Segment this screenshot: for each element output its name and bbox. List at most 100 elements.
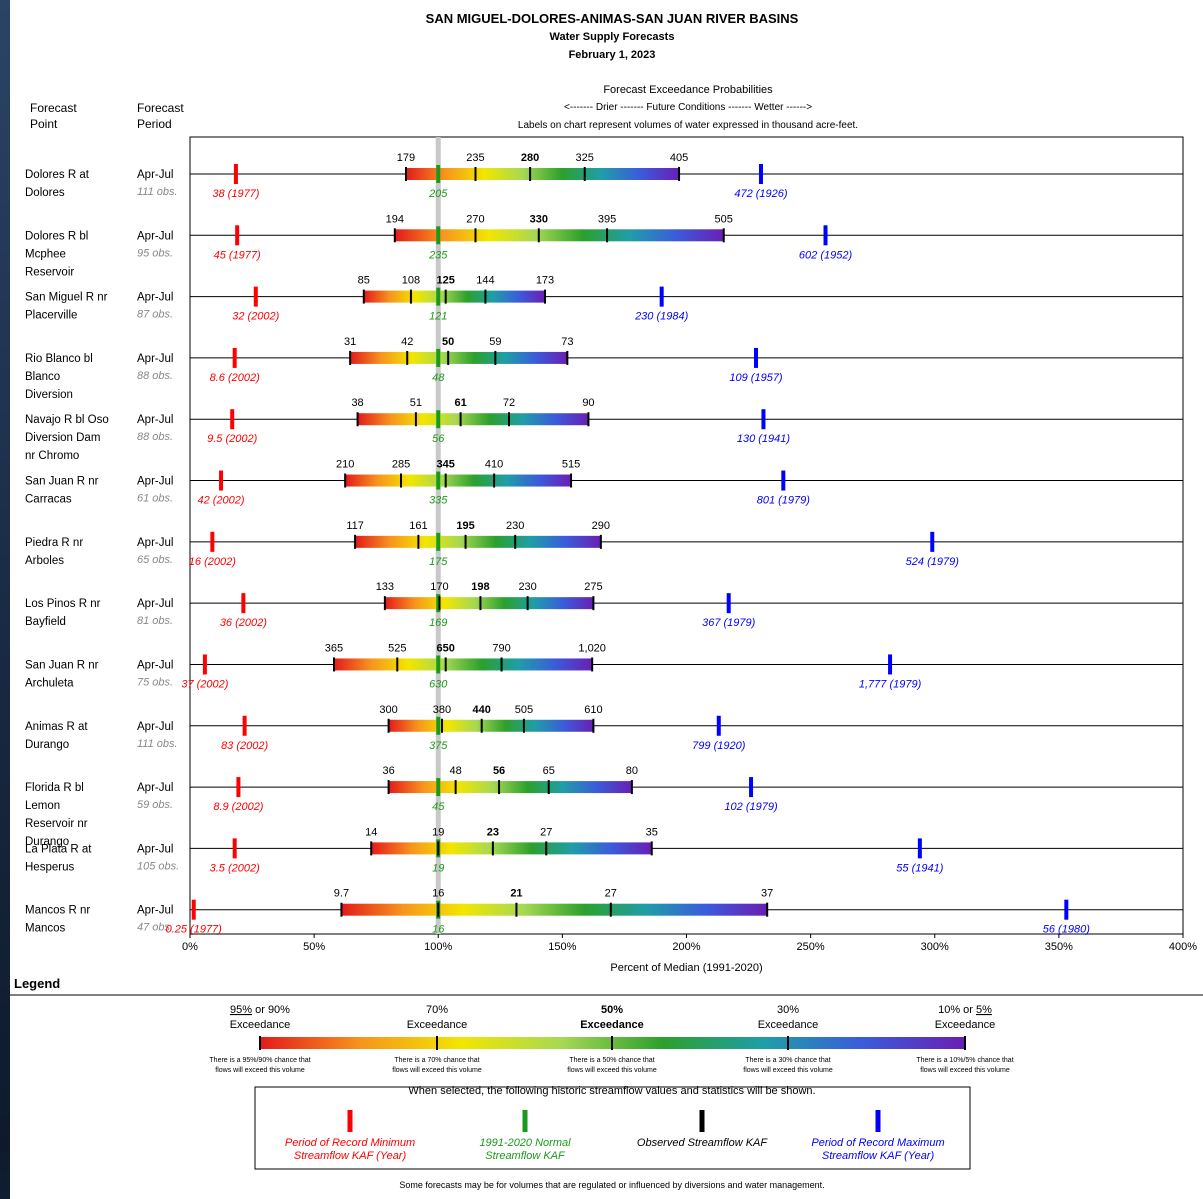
- forecast-point-label: Piedra R nr: [25, 537, 83, 549]
- normal-marker: [436, 410, 441, 429]
- normal-label: 45: [432, 801, 445, 813]
- forecast-row: Florida R bl Lemon Reservoir nr Durango Apr-…: [25, 765, 1183, 848]
- observation-count: 95 obs.: [137, 247, 173, 259]
- normal-label: 175: [429, 556, 448, 568]
- forecast-row: San Juan R nr Carracas Apr-Jul 61 obs. 210 28…: [25, 459, 1183, 507]
- forecast-point-label: Navajo R bl Oso: [25, 414, 109, 426]
- maximum-marker: [716, 715, 721, 736]
- percentile-label: 235: [466, 152, 484, 164]
- normal-marker: [436, 471, 441, 490]
- percentile-label: 85: [358, 275, 370, 287]
- maximum-marker: [823, 225, 828, 246]
- forecast-point-label: Lemon: [25, 800, 60, 812]
- x-axis-label: Percent of Median (1991-2020): [610, 962, 762, 974]
- legend-exceedance-word: Exceedance: [758, 1019, 819, 1031]
- minimum-marker: [191, 899, 196, 920]
- percentile-label: 19: [432, 826, 444, 838]
- maximum-label: 109 (1957): [729, 372, 783, 384]
- legend-footnote: Some forecasts may be for volumes that a…: [399, 1180, 825, 1190]
- forecast-point-label: Reservoir: [25, 266, 74, 278]
- minimum-label: 36 (2002): [220, 617, 267, 629]
- col-header-period-1: Forecast: [137, 101, 184, 115]
- forecast-point-label: Mancos R nr: [25, 905, 90, 917]
- exceedance-bar: [355, 535, 601, 548]
- forecast-point-label: La Plata R at: [25, 843, 92, 855]
- forecast-point-label: Diversion: [25, 389, 73, 401]
- percentile-label: 505: [715, 213, 733, 225]
- legend-exceedance-pct: 10% or 5%: [938, 1004, 992, 1016]
- minimum-label: 9.5 (2002): [207, 433, 257, 445]
- normal-marker: [436, 778, 441, 797]
- observation-count: 47 obs.: [137, 922, 173, 934]
- exceedance-bar: [333, 658, 593, 671]
- minimum-marker: [230, 409, 235, 430]
- normal-legend-marker: [522, 1110, 528, 1132]
- maximum-marker: [758, 164, 763, 184]
- drier-wetter-scale: <------- Drier ------- Future Conditions…: [563, 102, 813, 113]
- legend-exceedance-word: Exceedance: [407, 1019, 468, 1031]
- percentile-label: 525: [388, 642, 406, 654]
- percentile-label: 125: [437, 275, 455, 287]
- percentile-label: 280: [521, 152, 539, 164]
- percentile-label: 230: [518, 581, 536, 593]
- forecast-point-label: San Miguel R nr: [25, 292, 108, 304]
- forecast-row: Navajo R bl Oso Diversion Dam nr Chromo Apr…: [25, 397, 1183, 462]
- maximum-legend-marker: [875, 1110, 881, 1132]
- legend-exceedance-pct: 95% or 90%: [230, 1004, 290, 1016]
- x-tick-label: 100%: [424, 941, 452, 953]
- percentile-label: 405: [670, 152, 688, 164]
- minimum-marker: [232, 838, 237, 859]
- percentile-label: 31: [344, 336, 356, 348]
- forecast-point-label: Blanco: [25, 371, 60, 383]
- forecast-row: Los Pinos R nr Bayfield Apr-Jul 81 obs. 133 1…: [25, 581, 1183, 629]
- percentile-label: 195: [456, 520, 474, 532]
- legend-exceedance-word: Exceedance: [935, 1019, 996, 1031]
- minimum-label: 16 (2002): [189, 556, 236, 568]
- forecast-point-label: San Juan R nr: [25, 476, 99, 488]
- maximum-label: 102 (1979): [724, 801, 778, 813]
- forecast-row: Piedra R nr Arboles Apr-Jul 65 obs. 117 161 19…: [25, 520, 1183, 568]
- normal-marker: [436, 655, 441, 674]
- forecast-point-label: Carracas: [25, 494, 72, 506]
- legend-exceedance-desc: There is a 95%/90% chance that: [209, 1057, 310, 1064]
- normal-marker: [436, 226, 441, 245]
- observation-count: 75 obs.: [137, 676, 173, 688]
- normal-label: 121: [429, 311, 447, 323]
- percentile-label: 300: [379, 704, 397, 716]
- percentile-label: 194: [386, 213, 404, 225]
- maximum-marker: [888, 654, 893, 675]
- percentile-label: 515: [562, 459, 580, 471]
- forecast-point-label: Mancos: [25, 923, 66, 935]
- percentile-label: 61: [454, 397, 466, 409]
- percentile-label: 410: [485, 459, 503, 471]
- percentile-label: 505: [515, 704, 533, 716]
- maximum-label: 130 (1941): [737, 433, 791, 445]
- percentile-label: 210: [336, 459, 354, 471]
- forecast-point-label: Placerville: [25, 310, 77, 322]
- exceedance-bar: [405, 168, 680, 180]
- legend-exceedance-pct: 50%: [601, 1004, 623, 1016]
- minimum-legend-label: Streamflow KAF (Year): [294, 1150, 407, 1162]
- x-tick-label: 300%: [921, 941, 949, 953]
- minimum-label: 45 (1977): [214, 249, 261, 261]
- percentile-label: 1,020: [578, 642, 606, 654]
- percentile-label: 65: [543, 765, 555, 777]
- normal-label: 205: [428, 188, 448, 200]
- normal-marker: [436, 594, 441, 613]
- percentile-label: 170: [430, 581, 448, 593]
- forecast-period: Apr-Jul: [137, 537, 173, 549]
- forecast-point-label: Animas R at: [25, 721, 88, 733]
- minimum-marker: [241, 593, 246, 614]
- percentile-label: 59: [489, 336, 501, 348]
- forecast-row: San Juan R nr Archuleta Apr-Jul 75 obs. 365 5…: [25, 642, 1183, 690]
- forecast-period: Apr-Jul: [137, 659, 173, 671]
- exceedance-bar: [357, 413, 589, 426]
- percentile-label: 35: [646, 826, 658, 838]
- percentile-label: 73: [561, 336, 573, 348]
- observation-count: 59 obs.: [137, 799, 173, 811]
- forecast-point-label: Arboles: [25, 555, 64, 567]
- probabilities-title: Forecast Exceedance Probabilities: [603, 84, 773, 96]
- forecast-period: Apr-Jul: [137, 169, 173, 181]
- percentile-label: 365: [325, 642, 343, 654]
- percentile-label: 51: [410, 397, 422, 409]
